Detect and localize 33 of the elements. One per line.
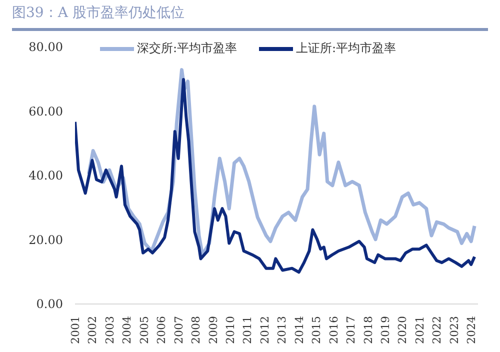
x-tick-label: 2002 [86,316,100,344]
y-tick-label: 40.00 [28,168,63,182]
x-tick-label: 2001 [69,316,82,344]
y-tick-label: 0.00 [36,297,63,311]
x-tick-label: 2012 [258,316,272,344]
x-tick-label: 2020 [396,316,410,344]
x-tick-label: 2018 [362,316,375,344]
y-tick-label: 20.00 [28,232,63,247]
legend-label: 上证所:平均市盈率 [296,40,396,57]
x-tick-label: 2022 [430,316,444,344]
x-tick-label: 2009 [206,316,220,344]
x-tick-label: 2017 [344,316,358,344]
x-tick-label: 2011 [241,316,254,344]
chart-title: 图39：A 股市盈率仍处低位 [12,4,184,22]
x-tick-label: 2005 [138,316,151,344]
x-tick-label: 2019 [379,316,392,344]
x-tick-label: 2004 [120,316,134,344]
x-tick-label: 2014 [292,316,306,344]
x-tick-label: 2024 [465,316,478,344]
x-tick-label: 2015 [310,316,324,344]
line-series [75,78,476,274]
x-tick-label: 2021 [413,316,426,344]
x-tick-label: 2023 [448,316,461,344]
x-tick-label: 2006 [155,316,168,344]
x-tick-label: 2016 [327,316,340,344]
x-tick-label: 2010 [224,316,237,344]
x-tick-label: 2013 [276,316,289,344]
legend-label: 深交所:平均市盈率 [137,40,238,57]
y-tick-label: 80.00 [28,40,63,54]
x-tick-label: 2003 [103,316,116,344]
x-tick-label: 2008 [190,316,203,344]
y-tick-label: 60.00 [28,104,63,118]
x-tick-label: 2007 [172,316,186,344]
